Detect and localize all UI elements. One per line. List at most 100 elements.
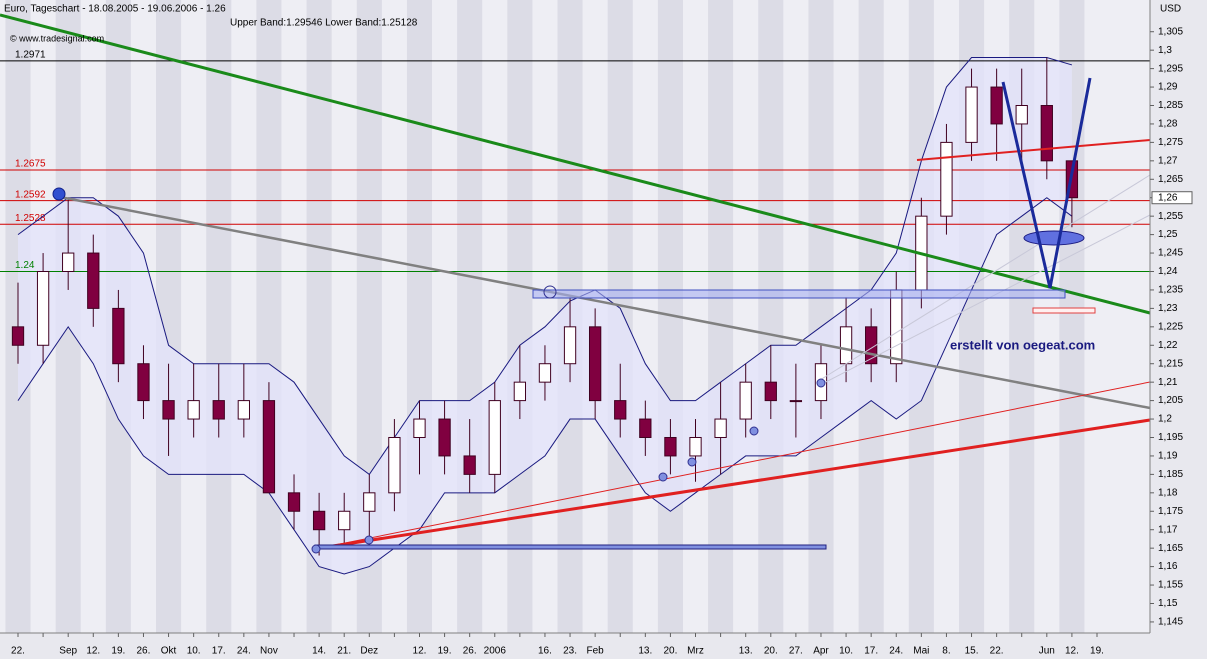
y-tick-label: 1,17 (1158, 524, 1178, 535)
trendline (59, 195, 1151, 410)
y-tick-label: 1,255 (1158, 211, 1183, 222)
candle-body (965, 86, 978, 143)
candle-body (137, 363, 150, 402)
y-tick-label: 1,195 (1158, 432, 1183, 443)
x-tick-label: Feb (587, 646, 605, 657)
trendline (0, 13, 1151, 315)
x-tick-label: Mrz (687, 646, 704, 657)
y-tick-label: 1,21 (1158, 377, 1178, 388)
marker (816, 378, 826, 388)
y-tick-label: 1,16 (1158, 561, 1178, 572)
x-tick-label: 12. (86, 646, 100, 657)
band-line (17, 197, 1073, 575)
marker (52, 187, 66, 201)
x-tick-label: 12. (1065, 646, 1079, 657)
band-fill (18, 57, 1072, 574)
marker (658, 472, 668, 482)
y-tick-label: 1,15 (1158, 598, 1178, 609)
x-tick-label: 13. (739, 646, 753, 657)
stripe (406, 0, 433, 633)
x-tick-label: 17. (212, 646, 226, 657)
y-tick-label: 1,155 (1158, 580, 1183, 591)
candle-body (388, 436, 401, 494)
y-tick-label: 1,26 (1158, 192, 1178, 203)
candle-body (789, 400, 803, 403)
level-label: 1.2528 (15, 213, 46, 224)
candle-body (237, 400, 250, 420)
y-tick-label: 1,28 (1158, 119, 1178, 130)
y-tick-label: 1,3 (1158, 45, 1172, 56)
x-tick-label: Dez (360, 646, 378, 657)
x-tick-label: 13. (638, 646, 652, 657)
stripe (808, 0, 834, 633)
x-tick-label: Apr (813, 646, 829, 657)
stripe (256, 0, 282, 633)
zone-box (532, 289, 1066, 299)
x-tick-label: 15. (965, 646, 979, 657)
x-tick-label: Sep (59, 646, 77, 657)
target-ellipse (1023, 230, 1085, 246)
y-tick-label: 1,24 (1158, 266, 1178, 277)
candle-body (187, 400, 200, 420)
candle-body (11, 326, 25, 346)
candle-body (689, 436, 702, 457)
marker (364, 535, 374, 545)
y-axis-label: USD (1160, 4, 1181, 15)
candle-body (513, 381, 527, 402)
candle-body (563, 326, 577, 365)
y-tick-label: 1,22 (1158, 340, 1178, 351)
candle-body (940, 141, 953, 217)
x-tick-label: 19. (438, 646, 452, 657)
trendline (819, 214, 1151, 386)
y-tick-label: 1,185 (1158, 469, 1183, 480)
x-tick-label: 12. (413, 646, 427, 657)
stripe (708, 0, 734, 633)
x-tick-label: Jun (1039, 646, 1055, 657)
marker (687, 457, 697, 467)
axis-panel (0, 633, 1150, 659)
y-tick-label: 1,27 (1158, 155, 1178, 166)
y-tick-label: 1,23 (1158, 303, 1178, 314)
level-label: 1.24 (15, 260, 35, 271)
y-tick-label: 1,215 (1158, 358, 1183, 369)
x-tick-label: 17. (864, 646, 878, 657)
candle-body (87, 252, 100, 309)
candle-body (764, 381, 777, 402)
candle-body (62, 252, 75, 272)
y-tick-label: 1,25 (1158, 229, 1178, 240)
y-tick-label: 1,225 (1158, 321, 1183, 332)
x-tick-label: 26. (137, 646, 151, 657)
candle-body (162, 400, 175, 420)
x-tick-label: 14. (312, 646, 326, 657)
x-tick-label: 20. (663, 646, 677, 657)
candle-body (664, 436, 677, 457)
x-tick-label: 22. (990, 646, 1004, 657)
y-tick-label: 1,305 (1158, 26, 1183, 37)
x-tick-label: 24. (237, 646, 251, 657)
chart-subtitle: Upper Band:1.29546 Lower Band:1.25128 (230, 18, 418, 29)
candle-body (363, 492, 376, 512)
trendline (819, 174, 1151, 381)
zone-box (1032, 307, 1096, 314)
y-tick-label: 1,2 (1158, 414, 1172, 425)
candle-body (287, 492, 301, 512)
y-tick-label: 1,265 (1158, 174, 1183, 185)
x-tick-label: 16. (538, 646, 552, 657)
candle-body (36, 270, 50, 346)
stripe (457, 0, 483, 633)
candle-body (614, 400, 627, 420)
x-tick-label: 10. (839, 646, 853, 657)
stripe (206, 0, 232, 633)
candle-body (438, 418, 451, 457)
price-marker (1151, 191, 1193, 205)
marker (749, 426, 759, 436)
x-tick-label: 23. (563, 646, 577, 657)
candle-body (1015, 105, 1028, 125)
x-tick-label: 19. (1090, 646, 1104, 657)
zone-box (314, 544, 827, 550)
y-tick-label: 1,285 (1158, 100, 1183, 111)
level-label: 1.2675 (15, 159, 46, 170)
source: © www.tradesignal.com (10, 33, 104, 43)
annotation: erstellt von oegeat.com (950, 337, 1095, 352)
y-tick-label: 1,295 (1158, 63, 1183, 74)
